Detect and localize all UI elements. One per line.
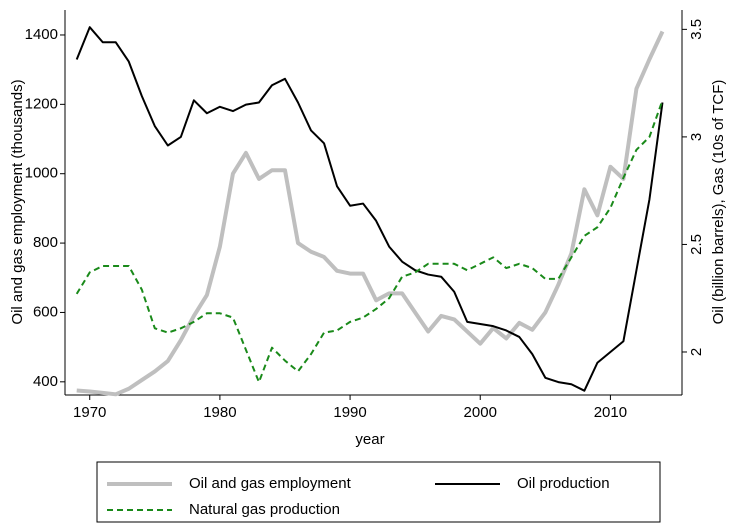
y-tick-label: 400 [33,373,58,390]
x-tick-label: 1990 [333,404,366,421]
legend-label: Oil and gas employment [189,475,352,492]
y-axis-label: Oil and gas employment (thousands) [9,79,26,324]
y-tick-label: 800 [33,234,58,251]
legend-box [96,461,661,523]
x-tick-label: 1980 [203,404,236,421]
y2-tick-label: 3.5 [688,19,705,40]
series-line [75,26,664,392]
y-tick-label: 600 [33,303,58,320]
x-tick-label: 1970 [73,404,106,421]
y-tick-label: 1400 [25,26,58,43]
y2-tick-label: 3 [688,133,705,141]
legend-label: Natural gas production [189,501,340,518]
y2-axis-label: Oil (billion barrels), Gas (10s of TCF) [710,80,727,325]
y-tick-label: 1000 [25,165,58,182]
legend-label: Oil production [517,475,610,492]
y-tick-label: 1200 [25,95,58,112]
x-tick-label: 2010 [594,404,627,421]
x-tick-label: 2000 [464,404,497,421]
series-line [75,99,664,384]
x-axis-label: year [355,431,384,448]
y2-tick-label: 2.5 [688,234,705,255]
y2-tick-label: 2 [688,348,705,356]
